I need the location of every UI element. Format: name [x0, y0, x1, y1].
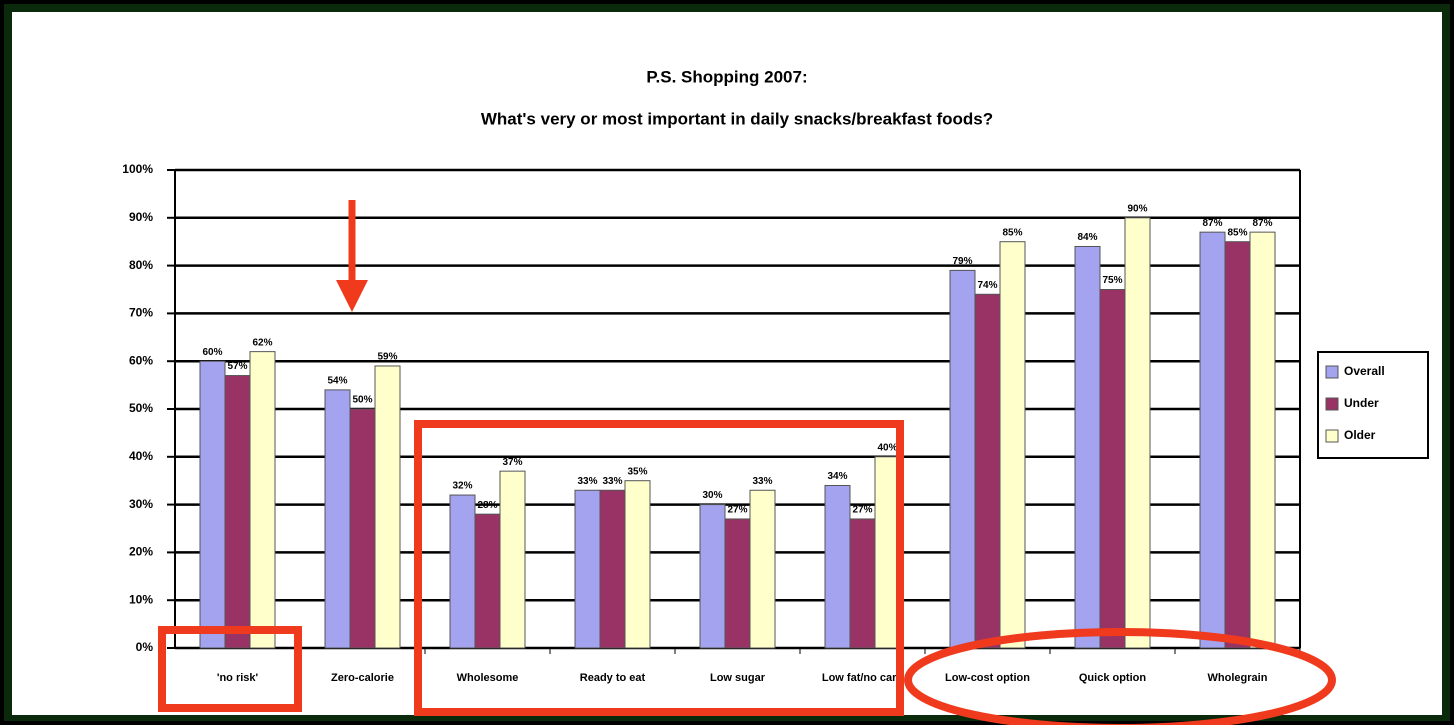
- value-label: 32%: [452, 481, 472, 492]
- value-label: 84%: [1077, 232, 1097, 243]
- bar: [499, 470, 526, 649]
- value-label: 27%: [852, 505, 872, 516]
- x-tick-label: Wholegrain: [1208, 672, 1268, 684]
- legend-label: Older: [1344, 428, 1376, 442]
- bar: [374, 365, 401, 649]
- value-label: 35%: [627, 466, 647, 477]
- y-tick-label: 40%: [129, 449, 153, 463]
- value-label: 62%: [252, 337, 272, 348]
- bar: [349, 408, 376, 649]
- value-label: 37%: [502, 457, 522, 468]
- y-tick-label: 30%: [129, 497, 153, 511]
- x-tick-label: Zero-calorie: [331, 672, 394, 684]
- value-label: 28%: [477, 500, 497, 511]
- bar: [624, 480, 651, 649]
- y-tick-label: 60%: [129, 353, 153, 367]
- value-label: 85%: [1227, 227, 1247, 238]
- legend-swatch: [1325, 365, 1339, 379]
- bar: [1099, 289, 1126, 649]
- value-label: 50%: [352, 395, 372, 406]
- bar: [974, 293, 1001, 649]
- x-tick-label: 'no risk': [217, 672, 259, 684]
- y-tick-label: 20%: [129, 545, 153, 559]
- value-label: 34%: [827, 471, 847, 482]
- highlight-box: [158, 626, 302, 712]
- legend-label: Overall: [1344, 364, 1385, 378]
- bar: [1199, 231, 1226, 649]
- value-label: 85%: [1002, 227, 1022, 238]
- y-tick-label: 50%: [129, 401, 153, 415]
- bar: [1074, 245, 1101, 649]
- legend-label: Under: [1344, 396, 1379, 410]
- arrow-head: [336, 280, 368, 312]
- annotations: [158, 200, 1336, 725]
- value-label: 54%: [327, 376, 347, 387]
- bar: [1124, 217, 1151, 649]
- bar: [849, 518, 876, 649]
- bar: [1249, 231, 1276, 649]
- bar: [749, 489, 776, 649]
- value-label: 33%: [752, 476, 772, 487]
- bar: [999, 241, 1026, 649]
- bar: [949, 269, 976, 649]
- highlight-box: [414, 420, 904, 716]
- bar: [824, 484, 851, 649]
- legend-swatch: [1325, 397, 1339, 411]
- y-tick-label: 90%: [129, 210, 153, 224]
- bar: [599, 489, 626, 649]
- bar: [724, 518, 751, 649]
- value-label: 59%: [377, 352, 397, 363]
- bar: [574, 489, 601, 649]
- x-tick-label: Quick option: [1079, 672, 1147, 684]
- highlight-ellipse: [904, 628, 1336, 725]
- y-tick-label: 100%: [122, 162, 153, 176]
- value-label: 33%: [602, 476, 622, 487]
- y-tick-label: 70%: [129, 306, 153, 320]
- bar: [324, 389, 351, 649]
- bar: [224, 375, 251, 649]
- x-tick-label: Wholesome: [457, 672, 519, 684]
- x-tick-label: Ready to eat: [580, 672, 646, 684]
- value-label: 60%: [202, 347, 222, 358]
- bar: [699, 504, 726, 649]
- bar: [1224, 241, 1251, 649]
- chart-subtitle: What's very or most important in daily s…: [481, 109, 993, 128]
- y-tick-label: 0%: [136, 640, 154, 654]
- value-label: 87%: [1252, 218, 1272, 229]
- value-label: 74%: [977, 280, 997, 291]
- value-label: 90%: [1127, 203, 1147, 214]
- value-label: 75%: [1102, 275, 1122, 286]
- value-label: 27%: [727, 505, 747, 516]
- value-label: 57%: [227, 361, 247, 372]
- value-label: 79%: [952, 256, 972, 267]
- value-label: 33%: [577, 476, 597, 487]
- x-tick-label: Low sugar: [710, 672, 766, 684]
- bar: [474, 513, 501, 649]
- value-label: 30%: [702, 490, 722, 501]
- value-label: 87%: [1202, 218, 1222, 229]
- x-tick-label: Low fat/no carb: [822, 672, 904, 684]
- x-tick-label: Low-cost option: [945, 672, 1030, 684]
- plot: 0% 10% 20% 30% 40% 50% 60% 70% 80% 90% 100% 'no ris…: [122, 162, 1429, 684]
- bar: [249, 351, 276, 649]
- bar: [199, 360, 226, 649]
- y-tick-label: 80%: [129, 258, 153, 272]
- chart-title: P.S. Shopping 2007:: [646, 67, 807, 86]
- legend-swatch: [1325, 429, 1339, 443]
- value-label: 40%: [877, 442, 897, 453]
- bar: [449, 494, 476, 649]
- y-tick-label: 10%: [129, 592, 153, 606]
